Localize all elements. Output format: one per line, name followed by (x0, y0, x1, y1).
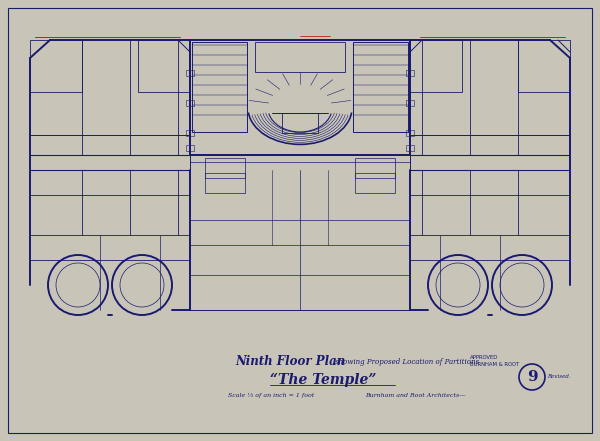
Bar (255, 42, 345, 72)
Text: Scale ⅓ of an inch = 1 foot: Scale ⅓ of an inch = 1 foot (228, 393, 314, 398)
Bar (410, 40, 462, 92)
Bar (355, 173, 395, 193)
Bar (518, 40, 570, 92)
Bar (30, 40, 82, 92)
Bar (205, 158, 245, 178)
Bar (186, 100, 194, 106)
Bar (205, 173, 245, 193)
Bar (406, 70, 414, 76)
Bar (406, 145, 414, 151)
Text: Revised.: Revised. (547, 374, 571, 380)
Text: “The Temple”: “The Temple” (270, 373, 376, 387)
Text: 9: 9 (527, 370, 538, 384)
Bar (186, 145, 194, 151)
Bar (192, 42, 247, 132)
Bar (186, 130, 194, 136)
Bar (406, 100, 414, 106)
Text: Burnham and Root Architects—: Burnham and Root Architects— (365, 393, 466, 398)
Bar (138, 40, 190, 92)
Text: showing Proposed Location of Partitions: showing Proposed Location of Partitions (335, 358, 479, 366)
Bar (353, 42, 408, 132)
Bar (406, 130, 414, 136)
Bar (186, 70, 194, 76)
Bar (282, 113, 318, 133)
Text: APPROVED
BURNHAM & ROOT: APPROVED BURNHAM & ROOT (470, 355, 519, 367)
Bar (355, 158, 395, 178)
Text: Ninth Floor Plan: Ninth Floor Plan (235, 355, 345, 368)
